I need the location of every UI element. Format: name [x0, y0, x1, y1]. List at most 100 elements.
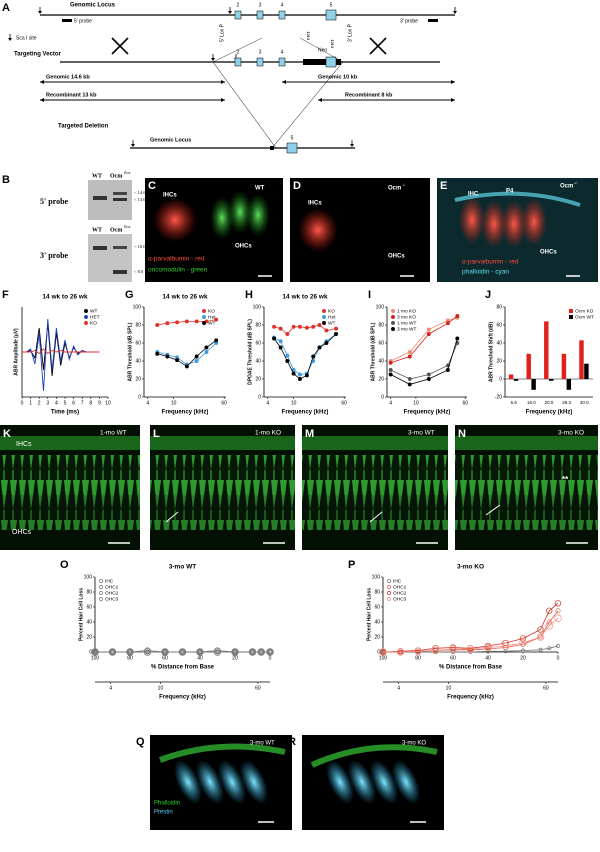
- marker: [407, 382, 412, 387]
- x2-tick-label: 10: [158, 685, 164, 691]
- y-tick-label: 80: [378, 322, 384, 328]
- label: Neo: [318, 47, 327, 53]
- legend-key: [391, 327, 395, 331]
- cell-green: [228, 190, 252, 234]
- marker: [285, 359, 290, 363]
- bar: [584, 363, 589, 379]
- x-axis-label: % Distance from Base: [151, 665, 215, 671]
- legend-key: [322, 315, 326, 319]
- arrow-head: [38, 11, 42, 14]
- label: OHCs: [235, 244, 252, 250]
- label: Genomic Locus: [70, 3, 116, 9]
- marker: [334, 332, 339, 336]
- marker: [126, 648, 134, 656]
- bar: [531, 379, 536, 390]
- series-line: [273, 333, 337, 375]
- x-tick-label: 8: [89, 400, 92, 406]
- label: oncomodulin - green: [148, 267, 208, 274]
- chart-title: 14 wk to 26 wk: [42, 294, 88, 301]
- legend-label: OHC2: [393, 590, 407, 596]
- x2-axis-label: Frequency (kHz): [447, 695, 494, 701]
- gel-band: [93, 196, 107, 200]
- legend-label: Ocm WT: [575, 314, 594, 320]
- y-tick-label: 80: [86, 589, 92, 595]
- label: phalloidin - cyan: [462, 269, 509, 276]
- marker: [445, 321, 450, 326]
- x-tick-label: 16.0: [527, 400, 536, 405]
- label: OHCs: [12, 529, 32, 536]
- label: Ocm: [388, 186, 401, 192]
- exon: [325, 56, 337, 68]
- x-tick-label: 60: [341, 400, 347, 406]
- marker: [248, 648, 257, 656]
- cell-red: [298, 208, 338, 252]
- legend-label: Het: [208, 314, 216, 320]
- legend-key: [84, 321, 88, 325]
- marker: [547, 646, 552, 651]
- legend-label: KO: [328, 308, 335, 314]
- panel-letter: B: [2, 174, 10, 186]
- label: IHC: [468, 192, 479, 198]
- line: [271, 61, 344, 149]
- legend-label: Ocm KO: [575, 308, 594, 314]
- panel-letter: O: [60, 559, 69, 571]
- line: [369, 511, 383, 523]
- y-tick-label: 100: [372, 574, 381, 580]
- panel-letter: L: [153, 428, 160, 440]
- legend-key: [387, 591, 391, 595]
- x-tick-label: 0: [557, 655, 560, 661]
- line: [212, 37, 263, 63]
- y-axis-label: ABR Amplitude (µV): [13, 328, 19, 376]
- marker: [272, 336, 277, 341]
- label: 3' probe: [400, 18, 418, 24]
- label: flox: [124, 170, 130, 175]
- line: [165, 511, 179, 523]
- y-tick-label: 0: [377, 649, 380, 655]
- marker: [486, 649, 490, 654]
- legend-key: [99, 591, 103, 595]
- panel-letter: K: [3, 428, 11, 440]
- legend-label: WT: [208, 320, 216, 326]
- label: -/-: [574, 180, 578, 185]
- x-tick-label: 20.0: [545, 400, 554, 405]
- x-tick-label: 10: [171, 400, 177, 406]
- y-tick-label: 60: [378, 340, 384, 346]
- y-axis-label: Percent Hair Cell Loss: [366, 588, 372, 641]
- ihc-row: [302, 436, 448, 450]
- y-axis-label: ABR Threshold (dB SPL): [127, 322, 133, 381]
- x2-tick-label: 4: [109, 685, 112, 691]
- gel-band: [113, 270, 127, 274]
- x2-tick-label: 60: [543, 685, 549, 691]
- label: Targeting Vector: [14, 52, 62, 58]
- marker: [501, 642, 510, 650]
- cell-red: [153, 198, 197, 242]
- label: α-parvalbumin - red: [148, 256, 205, 263]
- marker: [272, 324, 277, 329]
- phalloidin: [310, 744, 438, 768]
- y-tick-label: 80: [135, 322, 141, 328]
- legend-key: [84, 309, 88, 313]
- x-tick-label: 20: [232, 655, 238, 661]
- marker: [175, 358, 180, 363]
- label: Recombinant 8 kb: [345, 92, 393, 98]
- marker: [484, 643, 492, 652]
- prestin: [195, 759, 225, 805]
- series-line: [273, 324, 337, 335]
- marker: [455, 314, 460, 318]
- hair-cell-row: [0, 495, 140, 530]
- label: 3' Lox P: [347, 23, 353, 42]
- cilia: [454, 191, 581, 207]
- ihc-row: [455, 436, 598, 450]
- x-tick-label: 100: [379, 655, 388, 661]
- y-tick-label: 60: [496, 322, 502, 328]
- marker: [426, 377, 431, 381]
- label: Prestin: [154, 810, 173, 816]
- marker: [204, 345, 209, 350]
- label: < 13.0: [134, 197, 146, 202]
- y-tick-label: 100: [84, 574, 93, 580]
- x-tick-label: 10: [105, 400, 111, 406]
- marker: [291, 324, 296, 329]
- label: 5' Lox P: [219, 23, 225, 42]
- arrow-head: [211, 58, 215, 61]
- marker: [407, 377, 412, 381]
